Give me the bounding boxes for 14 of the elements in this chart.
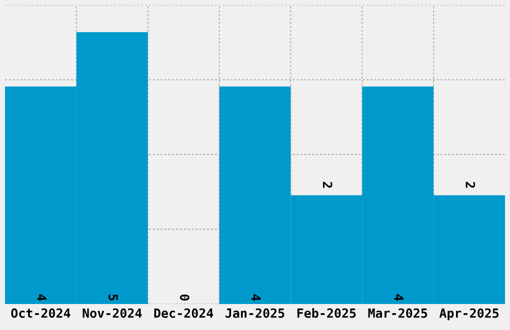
x-tick-label: Mar-2025: [368, 308, 428, 318]
x-tick-label: Nov-2024: [82, 308, 142, 318]
data-label: 2: [322, 182, 332, 188]
data-label: 2: [466, 182, 476, 188]
data-label: 4: [394, 294, 404, 301]
x-tick-label: Oct-2024: [11, 308, 70, 318]
data-label: 5: [108, 294, 118, 300]
x-tick-label: Apr-2025: [439, 308, 499, 320]
x-tick-label: Dec-2024: [154, 308, 214, 318]
x-tick-label: Feb-2025: [297, 308, 356, 318]
x-tick-label: Jan-2025: [226, 308, 284, 318]
data-label: 4: [252, 294, 261, 301]
data-label: 0: [180, 294, 190, 301]
data-label: 4: [37, 294, 46, 301]
